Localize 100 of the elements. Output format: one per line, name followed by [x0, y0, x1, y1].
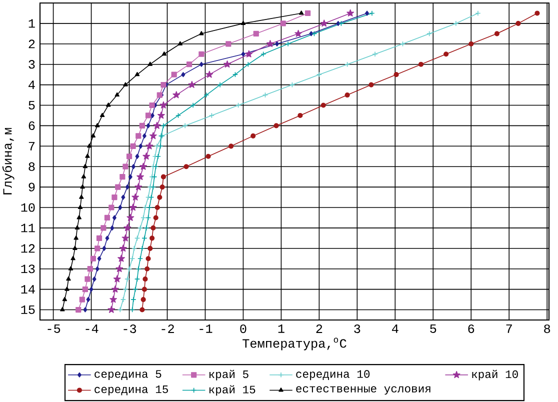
point: [262, 92, 268, 98]
x-tick-label: 0: [240, 324, 246, 334]
point: [150, 225, 156, 230]
point: [139, 246, 145, 252]
point: [122, 234, 130, 242]
x-tick-label: -4: [86, 324, 98, 333]
point: [126, 154, 132, 160]
point: [186, 62, 192, 68]
point: [136, 172, 144, 180]
point: [162, 51, 167, 56]
x-tick-label: 4: [392, 324, 398, 333]
point: [309, 31, 314, 36]
point: [118, 204, 122, 210]
point: [142, 286, 147, 292]
point: [418, 62, 424, 67]
point: [68, 266, 74, 270]
legend-label: край 5: [209, 370, 248, 380]
point: [178, 41, 183, 46]
x-tick-label: 3: [354, 324, 360, 334]
point: [131, 246, 137, 252]
point: [106, 102, 111, 107]
x-tick-label: 1: [278, 324, 284, 333]
point: [154, 143, 160, 149]
point: [142, 204, 148, 210]
point: [146, 256, 151, 262]
point: [110, 296, 118, 303]
point: [142, 235, 148, 241]
x-tick-label: 2: [316, 324, 322, 333]
point: [140, 214, 146, 221]
point: [110, 225, 114, 230]
point: [140, 307, 145, 312]
legend-label: середина 10: [296, 370, 370, 380]
point: [124, 224, 132, 232]
point: [156, 92, 162, 98]
point: [137, 256, 144, 262]
point: [224, 60, 231, 68]
y-tick-label: 10: [21, 203, 35, 212]
point: [426, 30, 432, 36]
x-tick-label: 8: [544, 324, 550, 334]
point: [62, 296, 68, 302]
point: [394, 72, 399, 78]
point: [365, 10, 370, 16]
point: [76, 215, 82, 220]
point: [153, 215, 158, 220]
point: [90, 256, 96, 262]
point: [102, 246, 106, 251]
point: [134, 276, 140, 282]
point: [338, 20, 344, 26]
point: [368, 82, 374, 88]
point: [316, 72, 322, 78]
point: [311, 30, 318, 36]
point: [181, 72, 186, 78]
point: [131, 164, 136, 170]
point: [280, 20, 286, 26]
y-tick-label: 2: [28, 40, 35, 48]
point: [175, 112, 182, 118]
point: [90, 133, 96, 138]
x-tick-label: 5: [430, 324, 436, 333]
point: [82, 164, 88, 168]
point: [114, 92, 120, 97]
point: [74, 236, 78, 240]
point: [70, 256, 76, 260]
legend-label: середина 5: [94, 370, 162, 380]
point: [82, 286, 88, 292]
point: [86, 297, 90, 302]
point: [294, 30, 302, 37]
point: [142, 152, 150, 160]
point: [149, 102, 155, 108]
y-tick-label: 7: [28, 142, 35, 150]
point: [150, 184, 156, 190]
point: [146, 142, 154, 150]
point: [289, 82, 296, 88]
point: [142, 133, 146, 138]
legend-label: край 15: [209, 385, 256, 396]
point: [199, 62, 204, 67]
point: [148, 246, 153, 251]
point: [83, 307, 88, 312]
point: [145, 214, 152, 221]
point: [145, 112, 152, 118]
point: [228, 144, 234, 149]
y-tick-label: 5: [28, 101, 35, 110]
point: [154, 204, 160, 210]
point: [72, 246, 78, 250]
point: [144, 225, 150, 231]
point: [320, 102, 326, 108]
point: [79, 194, 84, 199]
point: [160, 82, 166, 88]
point: [153, 122, 161, 129]
point: [157, 112, 165, 119]
point: [95, 266, 100, 272]
point: [232, 72, 238, 78]
point: [130, 256, 136, 262]
point: [78, 204, 83, 210]
x-tick-label: -2: [162, 324, 174, 333]
point: [172, 91, 180, 98]
point: [81, 174, 86, 178]
point: [400, 41, 406, 47]
point: [122, 164, 128, 170]
point: [128, 174, 132, 180]
point: [138, 144, 143, 149]
